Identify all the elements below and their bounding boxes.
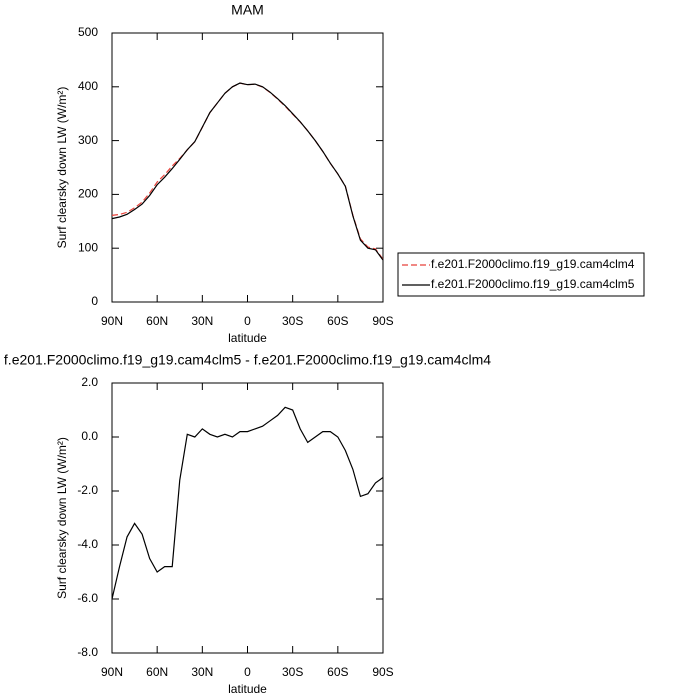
y-tick-label: -4.0	[77, 537, 98, 551]
x-tick-label: 60S	[327, 665, 348, 679]
x-tick-label: 90S	[372, 314, 393, 328]
x-tick-label: 60N	[146, 665, 168, 679]
y-tick-label: 400	[78, 79, 98, 93]
x-tick-label: 30N	[191, 314, 213, 328]
y-tick-label: 300	[78, 133, 98, 147]
x-tick-label: 90N	[101, 665, 123, 679]
legend-label: f.e201.F2000climo.f19_g19.cam4clm4	[431, 257, 635, 271]
y-axis-label: Surf clearsky down LW (W/m²)	[55, 437, 69, 599]
x-tick-label: 90N	[101, 314, 123, 328]
y-tick-label: 2.0	[81, 375, 98, 389]
y-tick-label: 200	[78, 187, 98, 201]
y-tick-label: 100	[78, 240, 98, 254]
y-tick-label: 500	[78, 25, 98, 39]
y-axis-label: Surf clearsky down LW (W/m²)	[55, 87, 69, 249]
x-axis-label: latitude	[228, 331, 267, 345]
y-tick-label: -6.0	[77, 591, 98, 605]
plot-frame	[111, 382, 384, 654]
series-line	[111, 82, 384, 260]
y-tick-label: 0	[91, 294, 98, 308]
y-tick-label: 0.0	[81, 429, 98, 443]
x-tick-label: 30S	[282, 314, 303, 328]
x-tick-label: 0	[244, 314, 251, 328]
chart-title: f.e201.F2000climo.f19_g19.cam4clm5 - f.e…	[4, 352, 491, 368]
series-line	[111, 82, 384, 261]
x-tick-label: 60N	[146, 314, 168, 328]
x-tick-label: 30N	[191, 665, 213, 679]
legend-box	[397, 252, 645, 297]
series-line	[111, 406, 384, 600]
x-tick-label: 0	[244, 665, 251, 679]
x-axis-label: latitude	[228, 682, 267, 696]
x-tick-label: 30S	[282, 665, 303, 679]
chart-title: MAM	[231, 2, 264, 18]
x-tick-label: 90S	[372, 665, 393, 679]
plot-frame	[111, 32, 384, 303]
legend-label: f.e201.F2000climo.f19_g19.cam4clm5	[431, 277, 635, 291]
x-tick-label: 60S	[327, 314, 348, 328]
y-tick-label: -8.0	[77, 645, 98, 659]
y-tick-label: -2.0	[77, 483, 98, 497]
